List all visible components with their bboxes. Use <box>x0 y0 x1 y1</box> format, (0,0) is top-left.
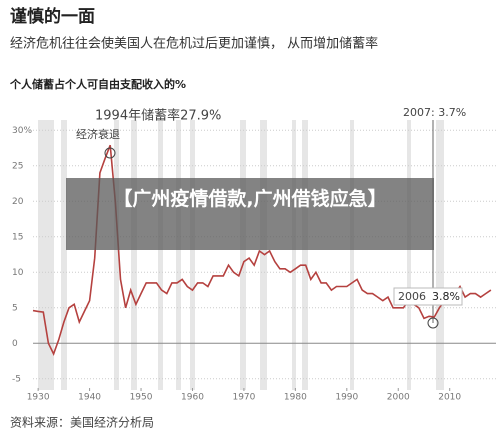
annotation: 经济衰退 <box>76 127 120 141</box>
x-tick-label: 2000 <box>387 393 410 403</box>
y-tick-label: 25 <box>12 161 23 171</box>
x-tick-label: 1950 <box>130 393 153 403</box>
annotation: 3.8% <box>432 290 460 303</box>
x-tick-label: 1970 <box>232 393 255 403</box>
x-tick-label: 1930 <box>27 393 50 403</box>
y-tick-label: 0 <box>12 339 18 349</box>
x-tick-label: 1940 <box>78 393 101 403</box>
y-tick-label: -5 <box>12 374 21 384</box>
y-tick-label: 15 <box>12 232 23 242</box>
chart-title: 个人储蓄占个人可自由支配收入的% <box>9 77 186 91</box>
marker-circle <box>427 317 439 329</box>
annotation-box <box>393 287 463 306</box>
y-tick-label: 20 <box>12 197 24 207</box>
source: 资料来源：美国经济分析局 <box>10 415 154 430</box>
annotation: 1994年储蓄率27.9% <box>95 108 221 124</box>
overlay-banner: 【广州疫情借款,广州借钱应急】 <box>66 178 434 250</box>
x-tick-label: 2010 <box>438 393 461 403</box>
recession-bands <box>38 120 444 390</box>
y-tick-label: 5 <box>12 303 18 313</box>
subtitle: 经济危机往往会使美国人在危机过后更加谨慎， 从而增加储蓄率 <box>10 36 378 52</box>
annotation: 2006 <box>398 290 426 303</box>
annotation: 2007: 3.7% <box>403 106 466 119</box>
marker-circle <box>104 147 116 159</box>
x-tick-label: 1980 <box>284 393 307 403</box>
x-tick-label: 1960 <box>181 393 204 403</box>
y-tick-label: 10 <box>12 268 24 278</box>
y-tick-label: 30% <box>12 126 32 136</box>
x-tick-label: 1990 <box>335 393 358 403</box>
title: 谨慎的一面 <box>10 6 95 27</box>
